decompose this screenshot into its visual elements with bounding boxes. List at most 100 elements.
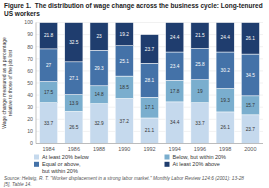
source: Source: Helwig, R. T. "Worker displaceme… [3,176,244,187]
data-label: 23.7 [145,47,155,52]
data-label: 17.1 [145,105,155,110]
data-label: 17.8 [170,89,180,94]
data-label: 18.5 [120,85,130,90]
bar-segment [166,80,184,102]
data-label: 27 [46,63,52,68]
bar-segment [191,80,209,103]
legend-swatch [34,162,39,167]
data-label: 30.2 [220,68,230,73]
y-tick-label: 10 [27,128,33,134]
data-label: 33.7 [195,121,205,126]
legend-label-line: At least 20% above [173,161,220,167]
data-label: 24.4 [220,35,230,40]
bar-segment [140,35,158,64]
x-tick-label: 1994 [169,146,181,152]
bar-segment [216,23,234,53]
bar-segment [241,54,259,96]
bar-segment [166,52,184,80]
data-label: 33.7 [44,121,54,126]
bar-segment [65,95,83,112]
y-axis: 0102030405060708090100 [24,19,263,146]
data-label: 21.5 [195,33,205,38]
bar-segment [65,62,83,95]
data-label: 13.9 [69,101,79,106]
legend-label: Equal or above,but within 20% [42,161,81,173]
chart: Figure 1. The distribution of wage chang… [0,0,269,188]
bar-segment [140,97,158,118]
y-tick-label: 100 [24,19,33,25]
bar-segment [90,104,108,144]
bar-segment [65,23,83,62]
y-tick-label: 90 [27,31,33,37]
y-axis-line [36,23,37,144]
data-label: 26.1 [246,36,256,41]
data-label: 34.5 [246,73,256,78]
y-axis-label-line: relative to those of the job lost [7,49,13,116]
data-label: 14.8 [94,92,104,97]
legend-label: At least 20% below [42,154,89,160]
data-label: 25.8 [195,62,205,67]
bar-segment [115,76,133,98]
title-line: US workers [4,10,40,17]
bar-segment [191,49,209,80]
data-label: 23.7 [246,127,256,132]
bar-segment [115,46,133,76]
legend-label: At least 20% above [173,161,220,167]
legend-swatch [165,155,170,160]
x-tick-label: 1988 [93,146,105,152]
bar-segment [241,115,259,144]
bar-segment [166,23,184,53]
bar-segment [241,96,259,115]
legend-label-line: Below, but within 20% [173,154,227,160]
bar-segment [40,23,58,49]
bar-segment [40,103,58,144]
y-tick-label: 20 [27,116,33,122]
x-axis-line [36,143,263,144]
y-tick-label: 70 [27,56,33,62]
source-line: [5], Table 14. [3,182,32,187]
data-label: 37.2 [120,119,130,124]
data-label: 26.5 [69,125,79,130]
x-tick-label: 1990 [118,146,130,152]
data-label: 24.4 [170,35,180,40]
data-label: 15.7 [246,103,256,108]
x-tick-label: 1986 [68,146,80,152]
y-tick-label: 30 [27,104,33,110]
bar-segment [191,23,209,49]
bar-segment [216,112,234,144]
data-label: 17.5 [44,90,54,95]
data-label: 21.1 [145,128,155,133]
legend-label: Below, but within 20% [173,154,227,160]
y-tick-label: 40 [27,92,33,98]
data-labels: 33.726.532.937.221.134.433.726.123.717.5… [44,32,255,134]
x-axis: 198419861988199019921994199619982000 [36,144,263,152]
legend-label-line: but within 20% [42,168,78,174]
x-tick-label: 1996 [194,146,206,152]
legend-label-line: At least 20% below [42,154,89,160]
data-label: 32.5 [69,40,79,45]
y-tick-label: 0 [30,140,33,146]
bar-segment [140,63,158,97]
bar-segment [90,50,108,85]
data-label: 23.4 [170,64,180,69]
data-label: 29.3 [94,66,104,71]
source-line: Source: Helwig, R. T. "Worker displaceme… [4,176,244,181]
bar-segment [90,23,108,51]
bar-segment [216,89,234,112]
data-label: 21.8 [44,33,54,38]
bars [40,23,260,144]
data-label: 19.3 [220,98,230,103]
x-tick-label: 1992 [143,146,155,152]
title-line: Figure 1. The distribution of wage chang… [4,2,263,10]
data-label: 19.2 [120,32,130,37]
data-label: 34.4 [170,120,180,125]
data-label: 28.1 [145,78,155,83]
bar-segment [166,102,184,144]
legend: At least 20% below Below, but within 20% E… [34,154,226,174]
bar-segment [65,111,83,143]
x-tick-label: 1984 [42,146,54,152]
legend-swatch [34,155,39,160]
bar-segment [40,49,58,82]
data-label: 27.1 [69,76,79,81]
data-label: 23 [96,34,102,39]
